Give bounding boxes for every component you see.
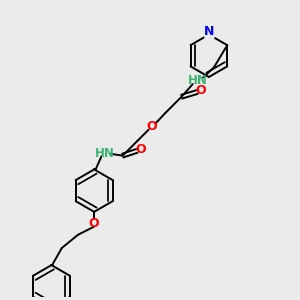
Text: O: O: [147, 120, 158, 133]
Text: O: O: [135, 143, 146, 156]
Text: O: O: [89, 217, 100, 230]
Text: N: N: [204, 25, 214, 38]
Text: HN: HN: [188, 74, 208, 87]
Text: O: O: [195, 84, 206, 97]
Text: HN: HN: [94, 147, 114, 160]
